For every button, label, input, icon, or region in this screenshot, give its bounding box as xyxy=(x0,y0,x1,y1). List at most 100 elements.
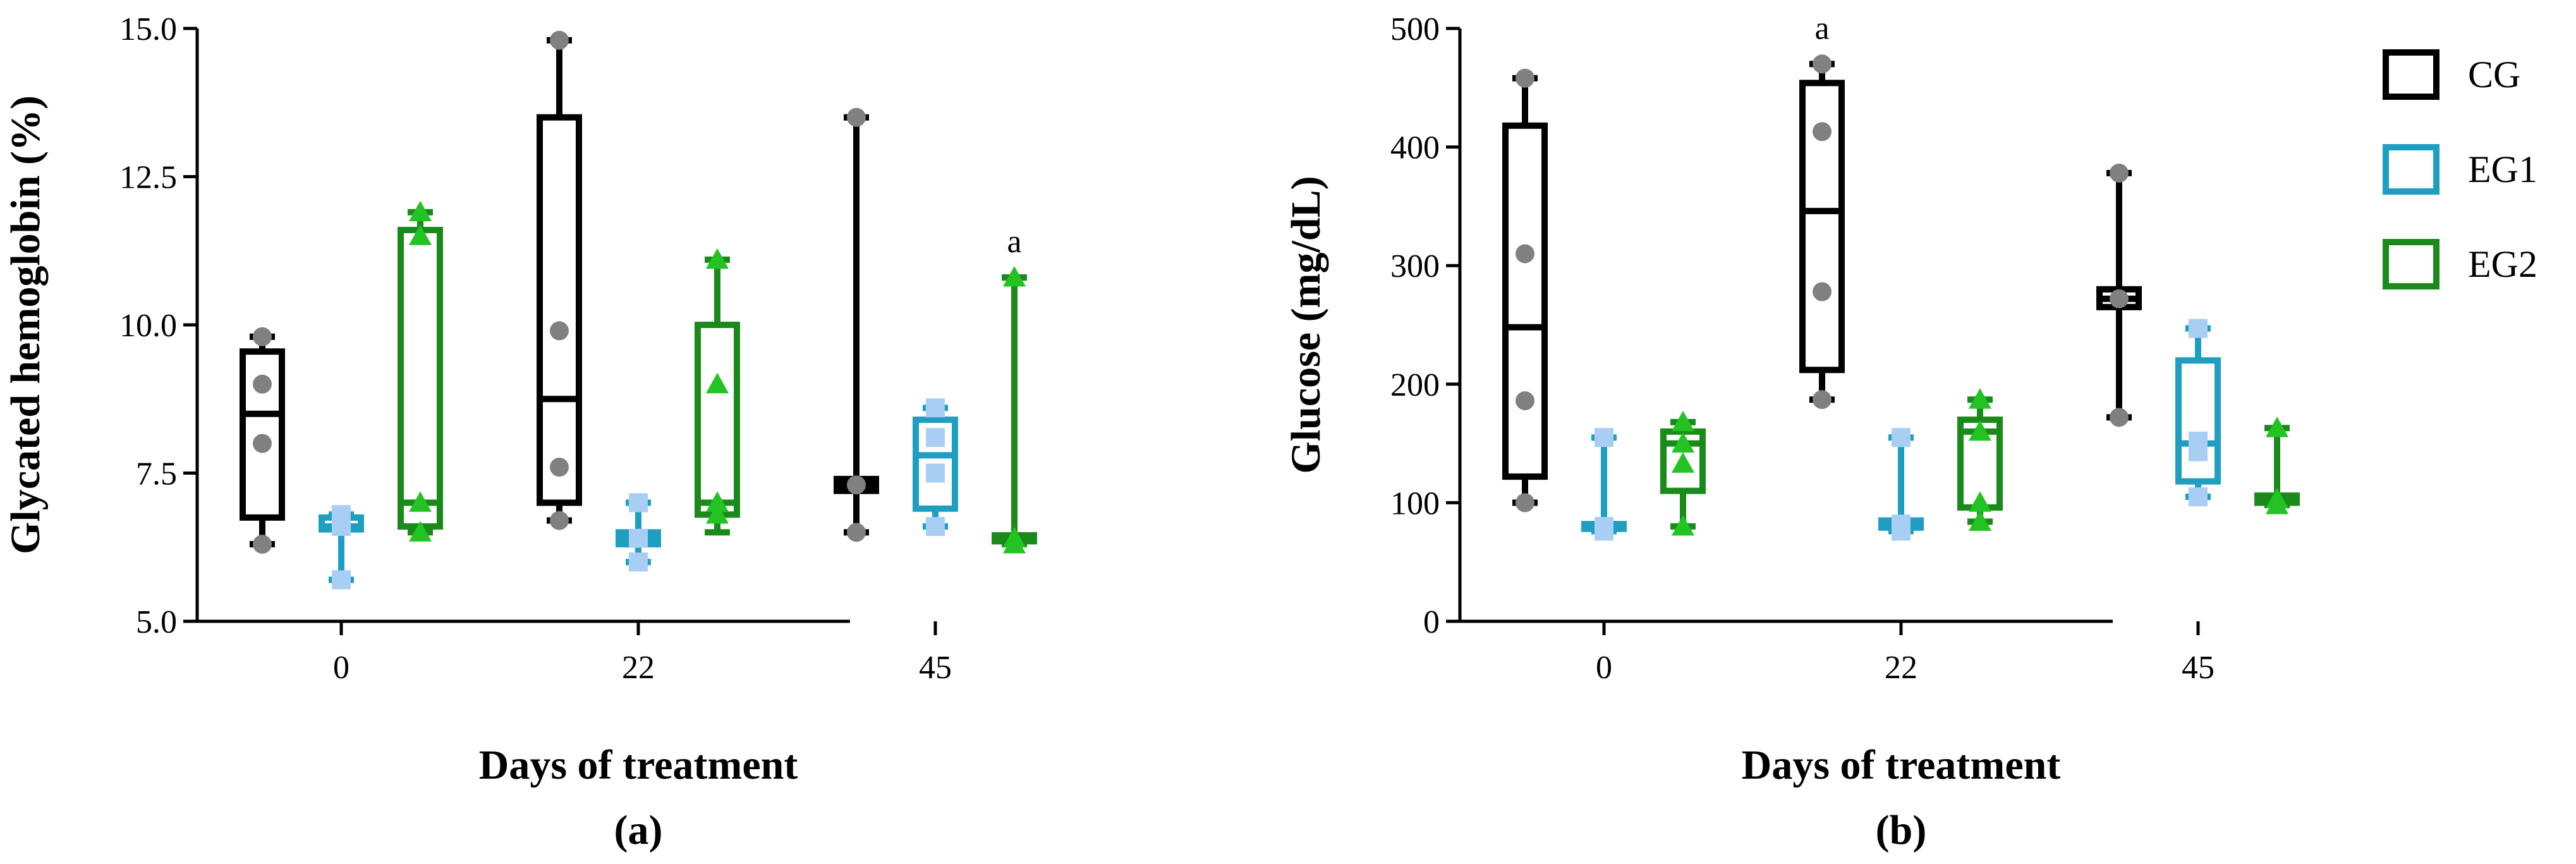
x-tick-label: 0 xyxy=(333,650,349,686)
data-point xyxy=(1892,428,1911,447)
data-point xyxy=(550,458,569,477)
box-eg2-45 xyxy=(2254,417,2300,514)
box-iqr xyxy=(695,322,740,518)
data-point xyxy=(1813,390,1832,410)
data-point xyxy=(1672,432,1694,453)
box-iqr xyxy=(1799,80,1845,374)
data-point xyxy=(550,511,569,530)
box-iqr xyxy=(913,417,958,512)
panel-a-y-axis-title: Glycated hemoglobin (%) xyxy=(3,95,49,554)
data-point xyxy=(2189,319,2208,338)
box-eg1-0 xyxy=(319,505,364,590)
box-iqr xyxy=(1502,122,1548,480)
box-eg2-45 xyxy=(992,265,1037,554)
box-eg1-0 xyxy=(1581,428,1627,541)
data-point xyxy=(1672,514,1694,536)
legend-item-eg2: EG2 xyxy=(2383,239,2537,289)
data-point xyxy=(1892,521,1911,541)
data-point xyxy=(550,30,569,50)
data-point xyxy=(629,528,648,548)
data-point xyxy=(847,107,866,127)
data-point xyxy=(847,475,866,495)
box-eg2-22 xyxy=(1957,388,2003,531)
data-point xyxy=(2266,417,2288,437)
panel-b-y-ticks: 0 100 200 300 400 500 xyxy=(1390,11,1460,640)
significance-marker: a xyxy=(1814,10,1829,46)
x-tick-label: 22 xyxy=(622,650,655,686)
data-point xyxy=(926,428,945,447)
panel-a-annotations: a xyxy=(1007,224,1021,260)
legend-label: EG2 xyxy=(2468,243,2537,285)
y-tick-label: 300 xyxy=(1390,248,1440,284)
y-tick-label: 400 xyxy=(1390,130,1440,166)
y-tick-label: 7.5 xyxy=(136,456,177,492)
data-point xyxy=(1516,244,1534,264)
data-point xyxy=(1813,122,1832,142)
box-eg1-22 xyxy=(1878,428,1924,541)
legend-swatch xyxy=(2383,49,2439,100)
x-tick-label: 22 xyxy=(1885,650,1917,686)
legend-item-eg1: EG1 xyxy=(2383,144,2537,195)
data-point xyxy=(409,521,432,542)
x-tick-label: 45 xyxy=(919,650,952,686)
box-cg-45 xyxy=(834,107,879,542)
box-eg1-45 xyxy=(2175,319,2221,507)
panel-b-label: (b) xyxy=(1876,807,1927,853)
box-eg2-0 xyxy=(398,200,443,542)
panel-a-boxes xyxy=(240,30,1037,590)
box-eg1-22 xyxy=(616,493,661,572)
data-point xyxy=(1003,533,1026,554)
data-point xyxy=(706,503,729,524)
data-point xyxy=(1595,521,1613,541)
data-point xyxy=(1003,265,1026,287)
data-point xyxy=(550,321,569,341)
data-point xyxy=(2266,494,2288,514)
panel-a-y-ticks: 5.0 7.5 10.0 12.5 15.0 xyxy=(119,11,197,640)
data-point xyxy=(706,372,729,394)
data-point xyxy=(409,224,432,245)
y-tick-label: 0 xyxy=(1423,604,1440,640)
box-iqr xyxy=(537,114,582,506)
data-point xyxy=(332,516,351,536)
data-point xyxy=(2189,487,2208,507)
panel-b-annotations: a xyxy=(1814,10,1829,46)
data-point xyxy=(1969,388,1991,409)
x-tick-label: 0 xyxy=(1596,650,1612,686)
y-tick-label: 5.0 xyxy=(136,604,177,640)
panel-b-x-axis-title: Days of treatment xyxy=(1742,742,2061,788)
data-point xyxy=(2110,163,2129,183)
significance-marker: a xyxy=(1007,224,1021,260)
box-cg-0 xyxy=(240,327,285,554)
data-point xyxy=(926,463,945,483)
data-point xyxy=(926,398,945,418)
data-point xyxy=(332,570,351,590)
data-point xyxy=(1969,491,1991,512)
data-point xyxy=(629,552,648,572)
data-point xyxy=(629,493,648,513)
legend: CG EG1 EG2 xyxy=(2383,49,2537,289)
box-iqr xyxy=(1660,428,1706,494)
legend-item-cg: CG xyxy=(2383,49,2520,100)
panel-a-label: (a) xyxy=(614,807,663,853)
data-point xyxy=(1516,68,1534,88)
panel-a-x-axis-title: Days of treatment xyxy=(479,742,798,788)
box-iqr xyxy=(240,348,285,521)
data-point xyxy=(2189,442,2208,461)
data-point xyxy=(253,374,272,394)
data-point xyxy=(706,491,729,512)
data-point xyxy=(1516,493,1534,513)
legend-label: EG1 xyxy=(2468,149,2537,190)
panel-b-y-axis-title: Glucose (mg/dL) xyxy=(1283,176,1329,473)
data-point xyxy=(253,535,272,554)
data-point xyxy=(2110,408,2129,427)
x-tick-label: 45 xyxy=(2182,650,2215,686)
data-point xyxy=(926,516,945,536)
data-point xyxy=(1969,420,1991,441)
panel-b-boxes xyxy=(1502,54,2300,541)
box-cg-22 xyxy=(537,30,582,530)
data-point xyxy=(1969,510,1991,531)
data-point xyxy=(409,200,432,222)
box-eg2-0 xyxy=(1660,410,1706,536)
box-iqr xyxy=(398,226,443,530)
